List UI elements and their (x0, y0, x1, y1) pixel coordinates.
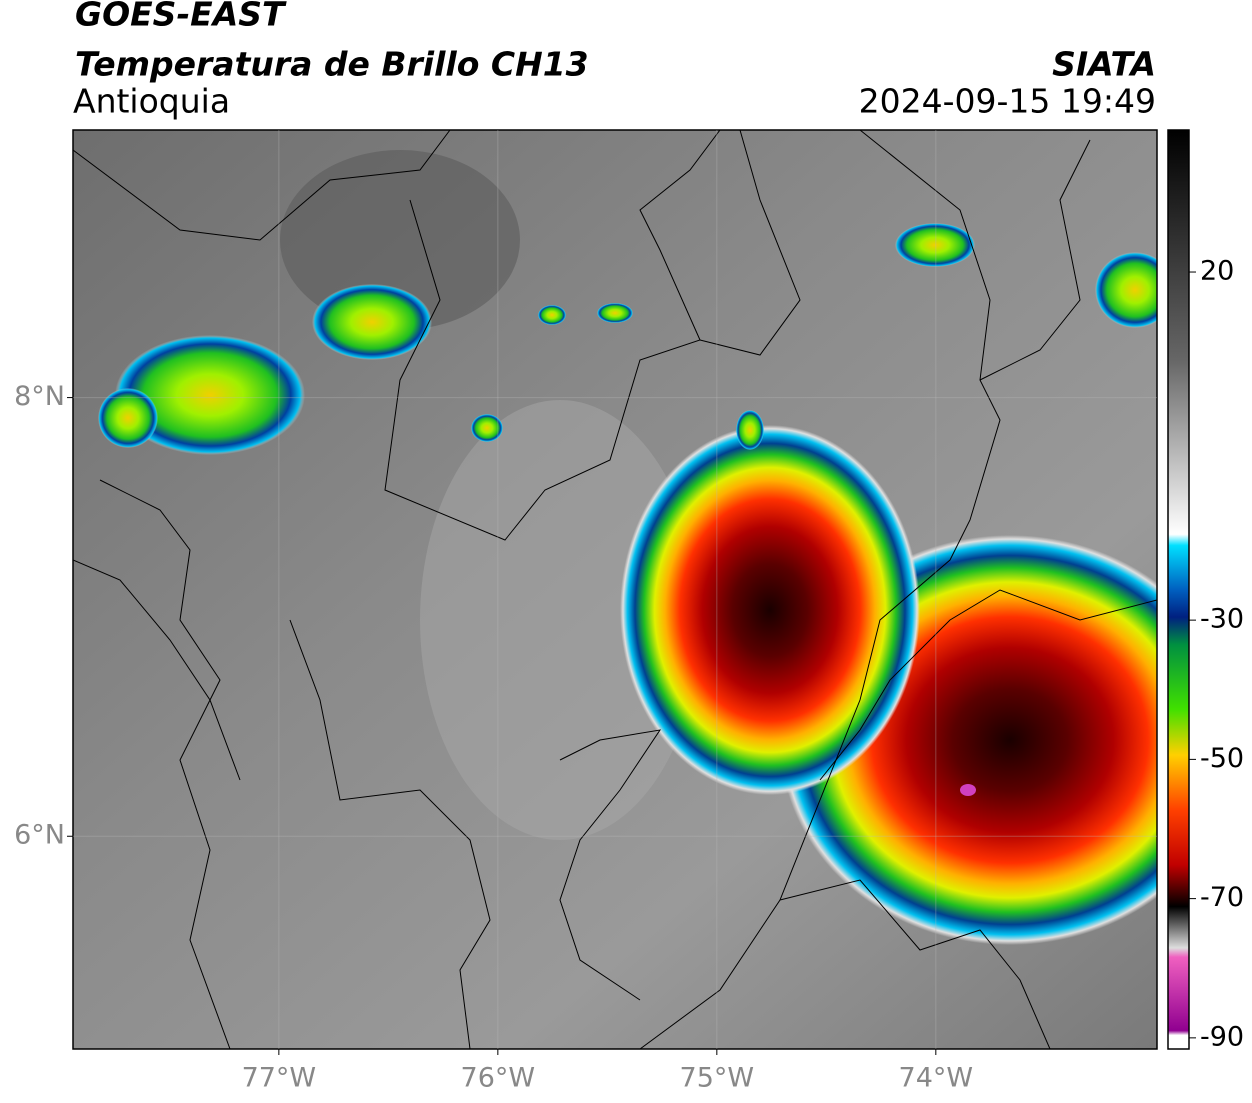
x-tick-label: 75°W (680, 1063, 755, 1094)
y-tick-label: 6°N (14, 820, 65, 851)
map-image (73, 130, 1157, 1049)
colorbar-tick-label: -90 (1200, 1021, 1244, 1052)
colorbar-tick-label: -30 (1200, 604, 1244, 635)
x-tick-label: 74°W (899, 1063, 974, 1094)
colorbar-tick-label: -50 (1200, 743, 1244, 774)
title: GOES-EAST (75, 0, 287, 34)
map-frame (72, 129, 1158, 1050)
x-tick-label: 76°W (461, 1063, 536, 1094)
datetime: 2024-09-15 19:49 (859, 82, 1156, 121)
colorbar-tick-label: 20 (1200, 256, 1234, 287)
y-tick-label: 8°N (14, 381, 65, 412)
source: SIATA (1052, 45, 1156, 84)
x-tick-label: 77°W (242, 1063, 317, 1094)
colorbar-tick-label: -70 (1200, 882, 1244, 913)
subtitle: Temperatura de Brillo CH13 (75, 45, 589, 84)
region: Antioquia (73, 82, 230, 121)
colorbar (1167, 129, 1190, 1050)
